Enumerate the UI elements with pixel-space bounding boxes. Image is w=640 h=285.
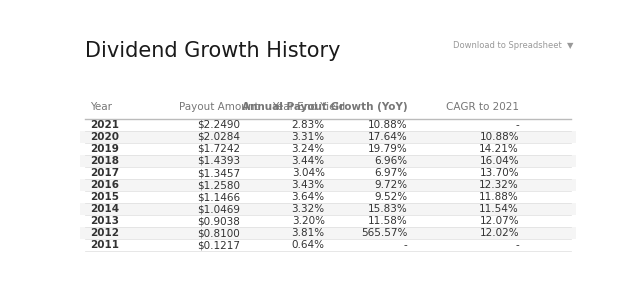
Text: $1.2580: $1.2580 (197, 180, 241, 190)
Text: 15.83%: 15.83% (367, 204, 408, 214)
Text: $1.7242: $1.7242 (197, 144, 241, 154)
Text: 11.58%: 11.58% (367, 216, 408, 226)
FancyBboxPatch shape (80, 131, 576, 143)
Text: $2.2490: $2.2490 (197, 120, 241, 130)
Text: 3.43%: 3.43% (292, 180, 324, 190)
FancyBboxPatch shape (80, 167, 576, 179)
Text: 2012: 2012 (90, 228, 119, 238)
Text: 6.97%: 6.97% (374, 168, 408, 178)
FancyBboxPatch shape (80, 215, 576, 227)
Text: 2017: 2017 (90, 168, 119, 178)
Text: 3.04%: 3.04% (292, 168, 324, 178)
Text: 16.04%: 16.04% (479, 156, 519, 166)
Text: 3.20%: 3.20% (292, 216, 324, 226)
Text: 3.64%: 3.64% (292, 192, 324, 202)
Text: 19.79%: 19.79% (367, 144, 408, 154)
Text: Dividend Growth History: Dividend Growth History (85, 41, 340, 61)
Text: 11.88%: 11.88% (479, 192, 519, 202)
FancyBboxPatch shape (80, 203, 576, 215)
Text: 9.52%: 9.52% (374, 192, 408, 202)
FancyBboxPatch shape (80, 239, 576, 251)
Text: 2016: 2016 (90, 180, 119, 190)
Text: 2021: 2021 (90, 120, 119, 130)
Text: $2.0284: $2.0284 (197, 132, 241, 142)
Text: 12.07%: 12.07% (479, 216, 519, 226)
Text: Annual Payout Growth (YoY): Annual Payout Growth (YoY) (242, 102, 408, 112)
Text: Year: Year (90, 102, 112, 112)
Text: 565.57%: 565.57% (361, 228, 408, 238)
Text: $0.1217: $0.1217 (197, 241, 241, 251)
FancyBboxPatch shape (80, 155, 576, 167)
Text: 14.21%: 14.21% (479, 144, 519, 154)
Text: 12.02%: 12.02% (479, 228, 519, 238)
FancyBboxPatch shape (80, 179, 576, 191)
Text: $0.9038: $0.9038 (198, 216, 240, 226)
Text: 17.64%: 17.64% (367, 132, 408, 142)
Text: 2014: 2014 (90, 204, 119, 214)
Text: 2018: 2018 (90, 156, 119, 166)
Text: 3.31%: 3.31% (292, 132, 324, 142)
Text: 3.32%: 3.32% (292, 204, 324, 214)
Text: 2013: 2013 (90, 216, 119, 226)
Text: 3.81%: 3.81% (292, 228, 324, 238)
Text: -: - (515, 241, 519, 251)
Text: $1.0469: $1.0469 (197, 204, 241, 214)
Text: -: - (515, 120, 519, 130)
Text: 2011: 2011 (90, 241, 119, 251)
Text: 3.44%: 3.44% (292, 156, 324, 166)
Text: 3.24%: 3.24% (292, 144, 324, 154)
Text: 10.88%: 10.88% (479, 132, 519, 142)
Text: 12.32%: 12.32% (479, 180, 519, 190)
Text: 2020: 2020 (90, 132, 119, 142)
Text: $0.8100: $0.8100 (198, 228, 240, 238)
Text: $1.1466: $1.1466 (197, 192, 241, 202)
Text: -: - (404, 241, 408, 251)
Text: 0.64%: 0.64% (292, 241, 324, 251)
Text: Download to Spreadsheet  ▼: Download to Spreadsheet ▼ (453, 41, 573, 50)
Text: 2015: 2015 (90, 192, 119, 202)
Text: Payout Amount: Payout Amount (179, 102, 259, 112)
FancyBboxPatch shape (80, 191, 576, 203)
Text: 10.88%: 10.88% (368, 120, 408, 130)
Text: 2019: 2019 (90, 144, 119, 154)
Text: 13.70%: 13.70% (479, 168, 519, 178)
Text: Year End Yield: Year End Yield (271, 102, 345, 112)
Text: 11.54%: 11.54% (479, 204, 519, 214)
Text: CAGR to 2021: CAGR to 2021 (446, 102, 519, 112)
Text: 6.96%: 6.96% (374, 156, 408, 166)
Text: $1.4393: $1.4393 (197, 156, 241, 166)
FancyBboxPatch shape (80, 119, 576, 131)
Text: 9.72%: 9.72% (374, 180, 408, 190)
FancyBboxPatch shape (80, 227, 576, 239)
Text: $1.3457: $1.3457 (197, 168, 241, 178)
Text: 2.83%: 2.83% (292, 120, 324, 130)
FancyBboxPatch shape (80, 143, 576, 155)
